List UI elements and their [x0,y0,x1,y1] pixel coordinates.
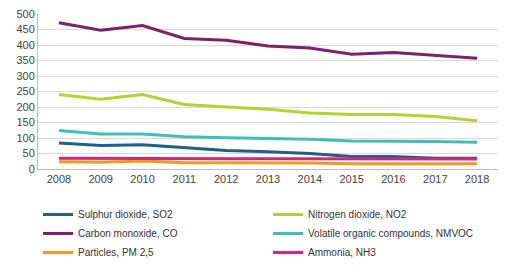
svg-text:300: 300 [16,70,34,82]
svg-text:2017: 2017 [423,173,447,185]
svg-text:2008: 2008 [47,173,71,185]
svg-text:50: 50 [23,147,35,159]
svg-text:350: 350 [16,54,34,66]
svg-text:2014: 2014 [298,173,322,185]
svg-text:2016: 2016 [381,173,405,185]
svg-text:Nitrogen dioxide, NO2: Nitrogen dioxide, NO2 [308,209,407,220]
svg-text:500: 500 [16,8,34,20]
svg-text:Carbon monoxide, CO: Carbon monoxide, CO [78,228,178,239]
svg-text:2009: 2009 [88,173,112,185]
svg-text:Ammonia, NH3: Ammonia, NH3 [308,247,376,258]
svg-text:2015: 2015 [339,173,363,185]
svg-text:2018: 2018 [465,173,489,185]
svg-text:2012: 2012 [214,173,238,185]
svg-text:200: 200 [16,101,34,113]
svg-text:Particles, PM 2,5: Particles, PM 2,5 [78,247,154,258]
svg-text:150: 150 [16,116,34,128]
svg-text:450: 450 [16,23,34,35]
svg-text:250: 250 [16,85,34,97]
svg-text:100: 100 [16,132,34,144]
svg-text:Volatile organic compounds, NM: Volatile organic compounds, NMVOC [308,228,473,239]
svg-text:400: 400 [16,39,34,51]
svg-text:Sulphur dioxide, SO2: Sulphur dioxide, SO2 [78,209,173,220]
svg-text:2011: 2011 [173,173,197,185]
svg-text:2013: 2013 [256,173,280,185]
svg-text:2010: 2010 [130,173,154,185]
svg-text:0: 0 [29,163,35,175]
